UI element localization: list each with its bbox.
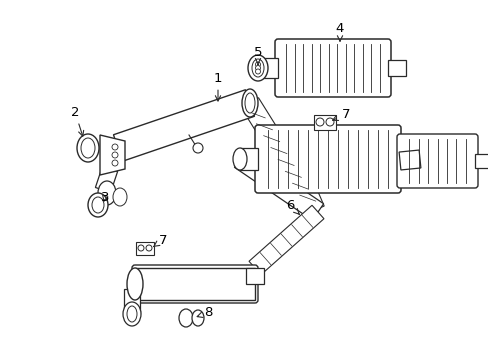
Text: 1: 1 [213, 72, 222, 101]
Ellipse shape [88, 193, 108, 217]
Ellipse shape [255, 62, 260, 67]
Ellipse shape [127, 306, 137, 322]
Ellipse shape [255, 69, 260, 74]
Ellipse shape [113, 188, 127, 206]
Polygon shape [245, 268, 264, 284]
Ellipse shape [112, 160, 118, 166]
Ellipse shape [77, 134, 99, 162]
Polygon shape [241, 98, 278, 140]
Ellipse shape [193, 143, 203, 153]
Text: 3: 3 [101, 190, 109, 203]
Polygon shape [100, 135, 125, 175]
Polygon shape [124, 289, 140, 314]
Bar [135, 268, 254, 300]
FancyBboxPatch shape [132, 265, 258, 303]
FancyBboxPatch shape [396, 134, 477, 188]
Ellipse shape [81, 138, 95, 158]
Polygon shape [95, 166, 117, 193]
Polygon shape [248, 205, 324, 275]
Polygon shape [474, 154, 488, 168]
Text: 2: 2 [71, 105, 83, 136]
Polygon shape [113, 90, 254, 161]
FancyBboxPatch shape [274, 39, 390, 97]
Bar [136, 242, 154, 255]
Polygon shape [262, 129, 307, 181]
Text: 4: 4 [335, 22, 344, 41]
Ellipse shape [244, 93, 254, 113]
Ellipse shape [123, 302, 141, 326]
Text: 5: 5 [253, 45, 262, 64]
Text: 7: 7 [332, 108, 349, 121]
Polygon shape [290, 171, 324, 214]
Ellipse shape [242, 89, 258, 117]
FancyBboxPatch shape [254, 125, 400, 193]
Ellipse shape [138, 245, 143, 251]
Bar [313, 115, 335, 130]
Ellipse shape [127, 268, 142, 300]
Polygon shape [240, 148, 258, 170]
Ellipse shape [192, 310, 203, 326]
Polygon shape [234, 151, 323, 220]
Ellipse shape [179, 309, 193, 327]
Polygon shape [387, 60, 405, 76]
Ellipse shape [251, 59, 264, 77]
Ellipse shape [112, 152, 118, 158]
Polygon shape [398, 150, 420, 170]
Ellipse shape [92, 197, 104, 213]
Text: 7: 7 [153, 234, 167, 247]
Ellipse shape [98, 181, 116, 205]
Ellipse shape [146, 245, 152, 251]
Ellipse shape [315, 118, 324, 126]
Ellipse shape [325, 118, 333, 126]
Text: 6: 6 [285, 198, 299, 214]
Text: 8: 8 [197, 306, 212, 320]
Polygon shape [260, 58, 278, 78]
Ellipse shape [255, 66, 260, 71]
Polygon shape [397, 150, 419, 168]
Ellipse shape [232, 148, 246, 170]
Ellipse shape [112, 144, 118, 150]
Ellipse shape [247, 55, 267, 81]
